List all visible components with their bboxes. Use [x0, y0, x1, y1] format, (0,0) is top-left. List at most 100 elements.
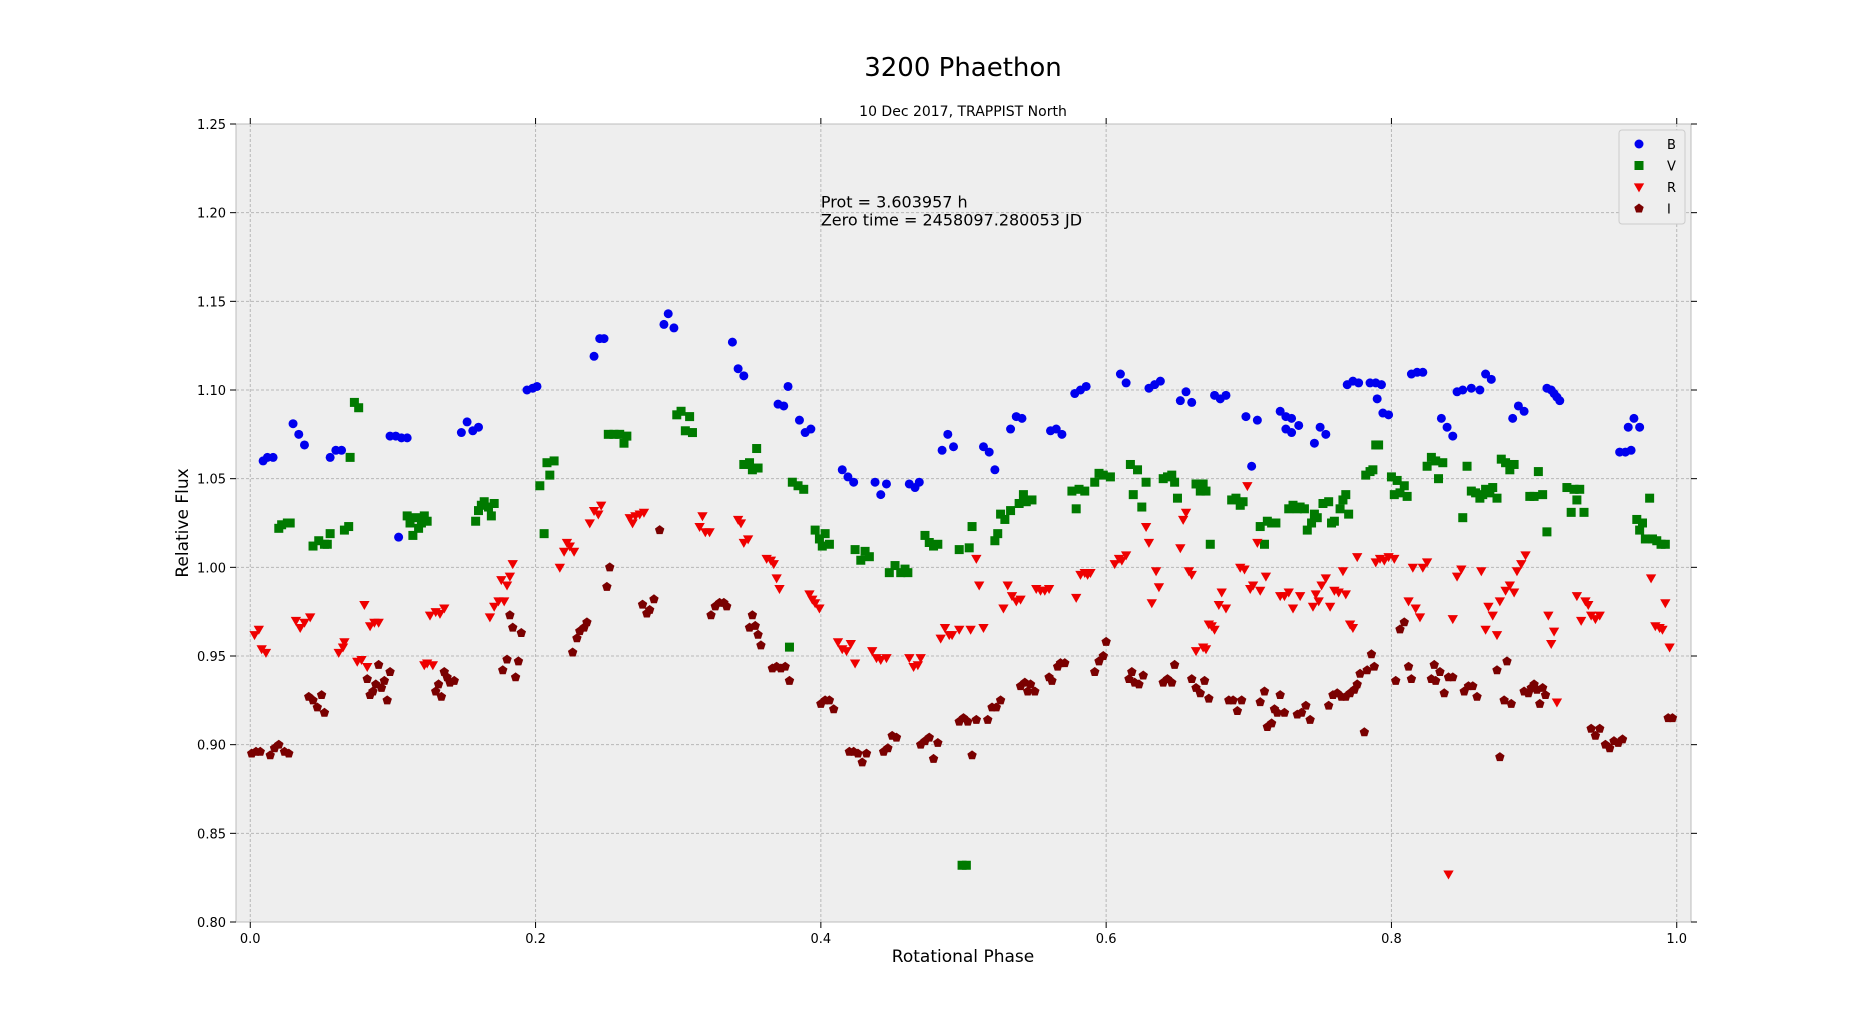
data-point-B — [1121, 378, 1131, 388]
data-point-B — [599, 334, 609, 344]
data-point-I — [1025, 679, 1036, 689]
data-point-B — [1635, 422, 1645, 432]
data-point-R — [1508, 588, 1520, 598]
data-point-B — [1309, 438, 1319, 448]
data-point-R — [1476, 567, 1487, 577]
data-point-V — [745, 458, 755, 468]
data-point-I — [1022, 686, 1033, 696]
data-point-I — [312, 702, 323, 712]
data-point-R — [1403, 597, 1414, 607]
data-point-V — [1632, 514, 1642, 524]
data-point-V — [1344, 509, 1354, 519]
data-point-B — [837, 465, 847, 475]
data-point-B — [337, 445, 347, 455]
data-point-R — [1594, 611, 1605, 621]
data-point-R — [496, 576, 507, 586]
data-point-B — [783, 381, 793, 391]
data-point-B — [1418, 367, 1428, 377]
data-point-I — [1232, 706, 1243, 715]
data-point-V — [856, 555, 866, 565]
data-point-R — [1260, 572, 1272, 582]
data-point-V — [1575, 484, 1585, 494]
data-point-R — [624, 514, 635, 524]
data-point-B — [402, 433, 412, 443]
series-V — [274, 397, 1670, 870]
data-point-I — [1540, 690, 1551, 700]
data-point-B — [733, 364, 743, 374]
data-point-I — [750, 620, 760, 630]
data-point-R — [373, 618, 384, 628]
data-point-V — [1485, 488, 1495, 498]
data-point-I — [385, 667, 395, 676]
data-point-V — [1569, 484, 1579, 494]
data-point-B — [1275, 406, 1285, 416]
data-point-I — [753, 629, 763, 639]
data-point-R — [596, 501, 607, 511]
data-point-V — [1638, 518, 1647, 528]
data-point-V — [471, 516, 481, 526]
data-point-I — [1204, 693, 1214, 703]
data-point-R — [904, 654, 915, 664]
data-point-B — [1466, 383, 1476, 393]
data-point-V — [416, 518, 426, 528]
data-point-R — [1252, 538, 1263, 548]
data-point-R — [1417, 563, 1428, 573]
data-point-I — [1259, 686, 1270, 696]
data-point-V — [1572, 495, 1582, 505]
data-point-I — [1366, 649, 1377, 659]
data-point-R — [554, 563, 565, 573]
data-point-R — [1340, 590, 1351, 600]
legend-marker-V — [1634, 161, 1644, 170]
x-tick-label: 0.6 — [1096, 932, 1117, 947]
data-point-B — [1051, 424, 1061, 434]
data-point-R — [742, 535, 754, 545]
data-point-V — [414, 523, 424, 533]
data-point-R — [627, 519, 638, 529]
data-point-V — [622, 431, 632, 441]
data-point-R — [359, 600, 370, 610]
data-point-B — [1436, 413, 1446, 423]
data-point-V — [1374, 440, 1384, 450]
data-point-B — [1006, 424, 1016, 434]
data-point-V — [967, 522, 977, 532]
legend-label: R — [1667, 181, 1676, 196]
data-point-B — [984, 447, 994, 457]
data-point-V — [1386, 472, 1396, 482]
data-point-V — [739, 459, 749, 469]
data-point-B — [1321, 429, 1331, 439]
data-point-B — [1481, 369, 1491, 379]
data-point-V — [1335, 504, 1345, 514]
data-point-I — [861, 748, 872, 758]
data-point-R — [1310, 590, 1322, 600]
data-point-R — [1294, 592, 1306, 602]
data-point-R — [845, 639, 856, 649]
data-point-V — [1238, 497, 1248, 507]
data-point-V — [314, 536, 324, 546]
data-point-V — [687, 428, 697, 438]
data-point-B — [663, 309, 673, 319]
data-point-V — [1014, 498, 1024, 508]
data-point-I — [1255, 697, 1265, 707]
data-point-B — [949, 442, 959, 452]
data-point-R — [489, 602, 500, 612]
data-point-V — [1660, 539, 1670, 549]
data-point-I — [1138, 670, 1148, 680]
data-point-I — [572, 633, 582, 643]
data-point-I — [1391, 675, 1401, 685]
data-point-I — [1279, 707, 1290, 717]
data-point-R — [638, 508, 650, 518]
data-point-I — [284, 748, 294, 758]
data-point-R — [1180, 508, 1192, 518]
data-point-V — [685, 412, 695, 422]
data-point-V — [277, 520, 287, 530]
data-point-B — [294, 429, 304, 439]
data-point-I — [308, 695, 318, 705]
data-point-V — [884, 568, 894, 578]
data-point-B — [1115, 369, 1125, 379]
data-point-R — [974, 581, 985, 591]
data-point-R — [867, 647, 878, 657]
data-point-R — [1511, 567, 1523, 577]
data-point-I — [1266, 718, 1277, 728]
data-point-I — [1495, 752, 1505, 762]
data-point-V — [752, 444, 762, 454]
